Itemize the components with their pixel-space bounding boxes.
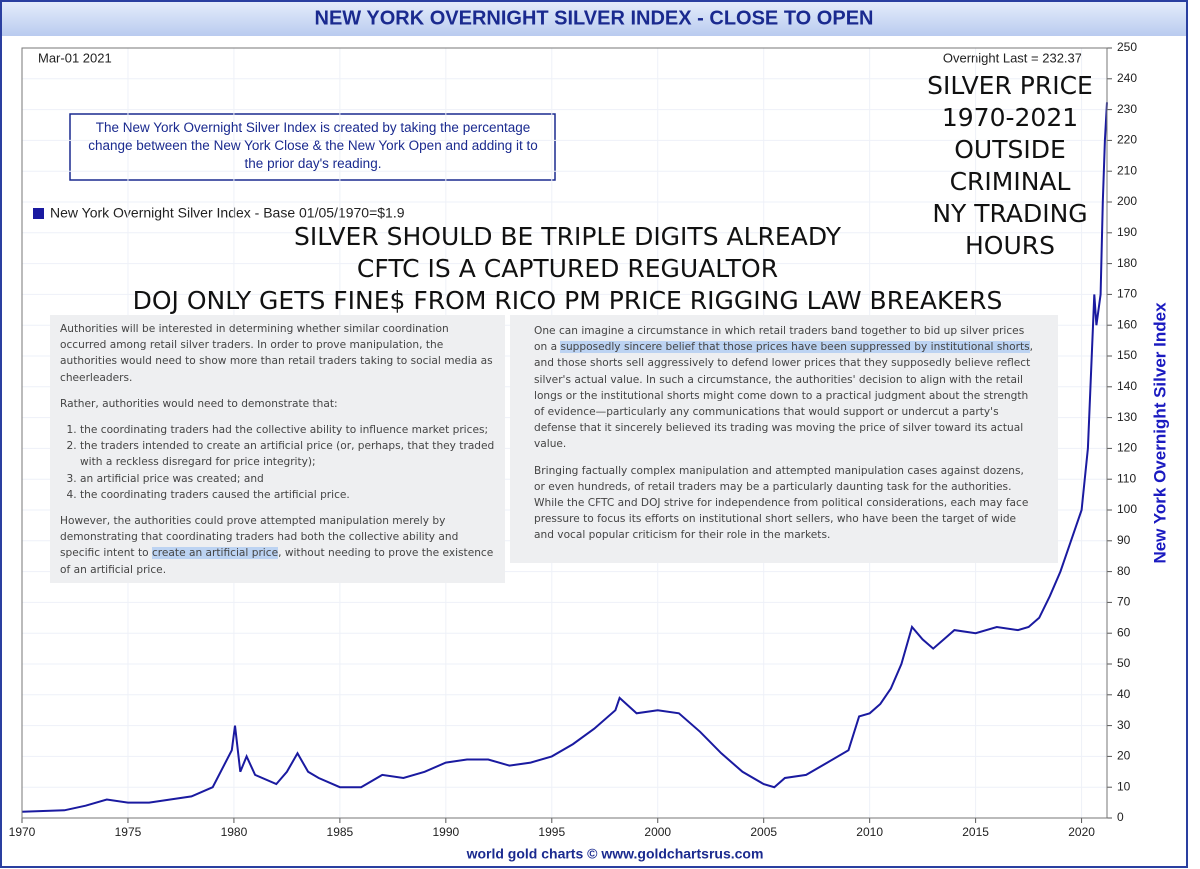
y-tick-label: 30 xyxy=(1117,718,1131,732)
y-tick-label: 0 xyxy=(1117,810,1124,824)
overlay-text: CFTC IS A CAPTURED REGUALTOR xyxy=(356,254,779,283)
overlay-text: DOJ ONLY GETS FINE$ FROM RICO PM PRICE R… xyxy=(132,286,1003,315)
paragraph: Bringing factually complex manipulation … xyxy=(534,464,1029,542)
y-tick-label: 180 xyxy=(1117,256,1137,270)
list: the coordinating traders had the collect… xyxy=(60,422,495,503)
x-tick-label: 1975 xyxy=(115,825,142,839)
document-left: Authorities will be interested in determ… xyxy=(50,315,505,583)
x-tick-label: 1990 xyxy=(432,825,459,839)
overlay-text: SILVER PRICE xyxy=(927,71,1093,100)
y-tick-label: 60 xyxy=(1117,625,1131,639)
y-tick-label: 110 xyxy=(1117,471,1136,485)
x-tick-label: 1980 xyxy=(221,825,248,839)
y-tick-label: 160 xyxy=(1117,317,1137,331)
text-segment: , and those shorts sell aggressively to … xyxy=(534,341,1033,451)
overlay-text: NY TRADING xyxy=(932,199,1088,228)
legend-label: New York Overnight Silver Index - Base 0… xyxy=(50,205,405,221)
x-tick-label: 2010 xyxy=(856,825,883,839)
y-tick-label: 120 xyxy=(1117,441,1137,455)
text-segment: , without needing to prove the existence… xyxy=(60,547,494,576)
overlay-text: CRIMINAL xyxy=(949,167,1071,196)
y-tick-label: 130 xyxy=(1117,410,1137,424)
y-tick-label: 40 xyxy=(1117,687,1131,701)
list-item: an artificial price was created; and xyxy=(80,471,495,487)
date-label: Mar-01 2021 xyxy=(38,50,112,65)
x-tick-label: 1970 xyxy=(9,825,36,839)
overlay-text: SILVER SHOULD BE TRIPLE DIGITS ALREADY xyxy=(294,222,841,251)
list-item: the coordinating traders caused the arti… xyxy=(80,487,495,503)
description: The New York Overnight Silver Index is c… xyxy=(88,120,538,171)
x-tick-label: 1985 xyxy=(327,825,354,839)
last-label: Overnight Last = 232.37 xyxy=(943,50,1082,65)
x-tick-label: 2020 xyxy=(1068,825,1095,839)
footer: world gold charts © www.goldchartsrus.co… xyxy=(466,846,764,862)
y-tick-label: 70 xyxy=(1117,595,1131,609)
highlighted-text: supposedly sincere belief that those pri… xyxy=(560,341,1030,354)
y-tick-label: 20 xyxy=(1117,749,1131,763)
y-tick-label: 150 xyxy=(1117,348,1137,362)
y-tick-label: 250 xyxy=(1117,40,1137,54)
plot-area xyxy=(21,47,1108,819)
chart-title: NEW YORK OVERNIGHT SILVER INDEX - CLOSE … xyxy=(315,7,874,29)
y-tick-label: 170 xyxy=(1117,287,1137,301)
series-line xyxy=(21,102,1108,813)
x-tick-label: 2005 xyxy=(750,825,777,839)
paragraph: One can imagine a circumstance in which … xyxy=(534,323,1034,453)
text-segment: However, the authorities could prove att… xyxy=(60,515,459,560)
y-tick-label: 200 xyxy=(1117,194,1137,208)
highlighted-text: create an artificial price xyxy=(151,547,279,560)
document-right: One can imagine a circumstance in which … xyxy=(510,315,1058,563)
x-tick-label: 1995 xyxy=(538,825,565,839)
paragraph: Rather, authorities would need to demons… xyxy=(60,397,338,410)
description-box xyxy=(69,113,556,181)
paragraph: Authorities will be interested in determ… xyxy=(60,323,493,384)
y-tick-label: 10 xyxy=(1117,779,1131,793)
overlay-text: HOURS xyxy=(964,231,1055,260)
paragraph: However, the authorities could prove att… xyxy=(60,513,495,578)
y-tick-label: 210 xyxy=(1117,163,1137,177)
text-segment: One can imagine a circumstance in which … xyxy=(534,325,1025,354)
overlay-text: 1970-2021 xyxy=(941,103,1079,132)
y-axis-label: New York Overnight Silver Index xyxy=(1150,302,1169,564)
title-bar xyxy=(2,2,1186,36)
x-tick-label: 2015 xyxy=(962,825,989,839)
list-item: the coordinating traders had the collect… xyxy=(80,422,495,438)
y-tick-label: 230 xyxy=(1117,102,1137,116)
x-tick-label: 2000 xyxy=(644,825,671,839)
y-tick-label: 140 xyxy=(1117,379,1137,393)
y-tick-label: 190 xyxy=(1117,225,1137,239)
list-item: the traders intended to create an artifi… xyxy=(80,438,495,470)
y-tick-label: 90 xyxy=(1117,533,1131,547)
y-tick-label: 100 xyxy=(1117,502,1137,516)
y-tick-label: 220 xyxy=(1117,133,1137,147)
legend-swatch xyxy=(33,208,44,219)
y-tick-label: 50 xyxy=(1117,656,1131,670)
y-tick-label: 240 xyxy=(1117,71,1137,85)
overlay-text: OUTSIDE xyxy=(954,135,1066,164)
y-tick-label: 80 xyxy=(1117,564,1131,578)
